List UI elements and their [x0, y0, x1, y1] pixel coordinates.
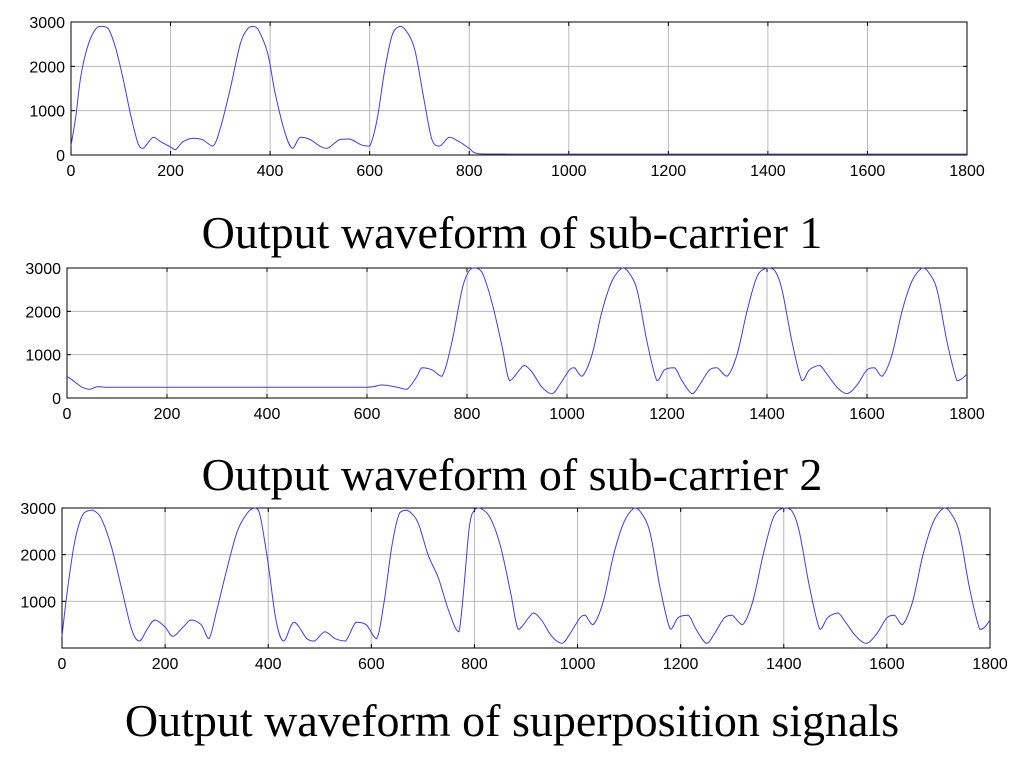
y-tick-label: 3000	[29, 15, 65, 32]
y-tick-label: 3000	[25, 261, 61, 278]
y-tick-label: 2000	[20, 548, 56, 565]
chart-3-caption: Output waveform of superposition signals	[124, 695, 900, 746]
x-tick-label: 600	[356, 163, 383, 180]
chart-1: 0 1000 2000 3000 0 200 400 600 800 1000 1200 1400 16…	[29, 15, 984, 180]
x-tick-label: 800	[461, 656, 488, 673]
x-tick-label: 1000	[551, 163, 587, 180]
axes-frame	[70, 21, 968, 156]
x-tick-label: 200	[152, 656, 179, 673]
y-tick-label: 0	[56, 148, 65, 165]
y-tick-label: 3000	[20, 501, 56, 518]
x-tick-label: 0	[58, 656, 67, 673]
y-tick-label: 1000	[25, 348, 61, 365]
x-tick-label: 200	[154, 406, 181, 423]
y-tick-label: 1000	[20, 594, 56, 611]
x-tick-label: 1600	[849, 406, 885, 423]
x-tick-label: 400	[255, 656, 282, 673]
chart-1-caption: Output waveform of sub-carrier 1	[201, 207, 823, 258]
x-tick-label: 1600	[850, 163, 886, 180]
x-tick-label: 1800	[949, 406, 985, 423]
y-tick-label: 0	[52, 391, 61, 408]
x-tick-label: 1200	[651, 163, 687, 180]
series-line	[70, 25, 967, 155]
x-tick-label: 0	[63, 406, 72, 423]
x-tick-label: 600	[354, 406, 381, 423]
x-tick-label: 600	[358, 656, 385, 673]
axes-frame	[66, 267, 968, 399]
x-tick-label: 1600	[869, 656, 905, 673]
x-tick-label: 200	[157, 163, 184, 180]
chart-2: 0 1000 2000 3000 0 200 400 600 800 1000 1200 1400 16…	[25, 261, 984, 423]
x-tick-label: 800	[456, 163, 483, 180]
x-tick-label: 1000	[549, 406, 585, 423]
x-tick-label: 400	[257, 163, 284, 180]
axes-frame	[61, 507, 991, 649]
chart-3: 1000 2000 3000 0 200 400 600 800 1000 1200 1400 160…	[20, 501, 1007, 673]
chart-2-caption: Output waveform of sub-carrier 2	[201, 449, 823, 500]
y-tick-label: 1000	[29, 104, 65, 121]
x-tick-label: 1400	[750, 163, 786, 180]
x-tick-label: 1800	[949, 163, 985, 180]
x-tick-label: 1200	[649, 406, 685, 423]
series-line	[61, 507, 991, 644]
x-tick-label: 0	[67, 163, 76, 180]
x-tick-label: 400	[254, 406, 281, 423]
series-line	[66, 267, 968, 395]
x-tick-label: 1400	[749, 406, 785, 423]
x-tick-label: 800	[454, 406, 481, 423]
x-tick-label: 1400	[766, 656, 802, 673]
x-tick-label: 1800	[972, 656, 1008, 673]
x-tick-label: 1000	[560, 656, 596, 673]
y-tick-label: 2000	[29, 59, 65, 76]
y-tick-label: 2000	[25, 304, 61, 321]
x-tick-label: 1200	[663, 656, 699, 673]
